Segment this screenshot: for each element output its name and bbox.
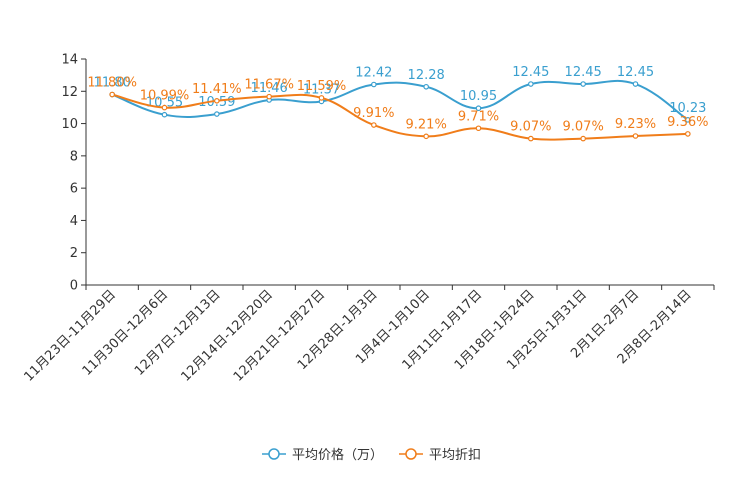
data-point[interactable] — [423, 133, 429, 140]
x-axis: 11月23日-11月29日11月30日-12月6日12月7日-12月13日12月… — [22, 284, 715, 385]
data-point[interactable] — [214, 111, 220, 117]
y-tick-label: 2 — [70, 246, 78, 261]
data-point[interactable] — [528, 81, 534, 87]
data-label: 9.71% — [458, 109, 499, 124]
x-tick-label: 12月14日-12月20日 — [179, 287, 276, 384]
data-point[interactable] — [580, 135, 586, 142]
data-label: 11.80% — [87, 76, 137, 91]
legend-marker-icon — [405, 448, 417, 460]
series-1: 11.8010.5510.5911.4611.3712.4212.2810.95… — [94, 65, 706, 123]
data-label: 11.37 — [303, 82, 340, 97]
legend-marker-icon — [268, 448, 280, 460]
legend-item-2[interactable]: 平均折扣 — [399, 448, 481, 463]
data-label: 11.59% — [297, 79, 347, 94]
y-tick-label: 0 — [70, 279, 78, 294]
data-label: 9.07% — [563, 120, 604, 135]
data-label: 11.67% — [244, 78, 294, 93]
data-point[interactable] — [632, 133, 639, 139]
data-point[interactable] — [318, 95, 325, 101]
y-tick-label: 14 — [61, 53, 78, 68]
data-point[interactable] — [161, 104, 168, 111]
legend-label: 平均折扣 — [429, 448, 481, 463]
data-label: 10.23 — [669, 101, 706, 116]
legend: 平均价格（万） 平均折扣 — [262, 447, 481, 463]
data-label: 11.80 — [94, 76, 131, 91]
data-label: 12.45 — [565, 65, 602, 80]
series-line — [111, 93, 688, 141]
series-2: 11.80%10.99% 11.41% 11.67% 11.59% 9.91% 9.21%… — [87, 76, 708, 142]
data-label: 9.36% — [667, 115, 708, 130]
y-tick-label: 4 — [70, 214, 78, 229]
data-point[interactable] — [109, 91, 115, 98]
data-label: 9.07% — [510, 120, 551, 135]
data-label: 9.21% — [406, 117, 447, 132]
data-point[interactable] — [685, 131, 691, 137]
data-point[interactable] — [371, 122, 377, 128]
y-axis: 0 2 4 6 8 10 12 14 — [61, 53, 87, 294]
y-tick-label: 8 — [70, 149, 78, 164]
data-label: 12.42 — [355, 66, 392, 81]
data-label: 10.95 — [460, 89, 497, 104]
series-line — [111, 79, 689, 121]
data-label: 12.45 — [617, 65, 654, 80]
data-label: 9.23% — [615, 117, 656, 132]
data-point[interactable] — [214, 98, 220, 104]
data-point[interactable] — [528, 135, 534, 142]
data-label: 11.46 — [251, 81, 288, 96]
data-point[interactable] — [161, 111, 168, 118]
x-tick-label: 12月21日-12月27日 — [231, 287, 328, 384]
y-tick-label: 10 — [61, 117, 78, 132]
data-point[interactable] — [632, 81, 639, 87]
data-label: 10.99% — [140, 89, 190, 104]
data-label: 11.41% — [192, 82, 242, 97]
data-point[interactable] — [371, 81, 377, 88]
legend-label: 平均价格（万） — [292, 447, 383, 463]
data-point[interactable] — [685, 117, 691, 123]
y-tick-label: 6 — [70, 182, 78, 197]
data-point[interactable] — [580, 81, 586, 87]
y-tick-label: 12 — [61, 85, 78, 100]
data-label: 12.45 — [512, 65, 549, 80]
series-layer: 11.8010.5510.5911.4611.3712.4212.2810.95… — [87, 65, 708, 142]
x-tick-label: 11月23日-11月29日 — [22, 287, 119, 384]
legend-item-1[interactable]: 平均价格（万） — [262, 447, 383, 463]
data-point[interactable] — [423, 83, 429, 90]
data-label: 12.28 — [408, 68, 445, 83]
data-point[interactable] — [475, 105, 482, 112]
data-point[interactable] — [475, 125, 482, 132]
data-label: 9.91% — [353, 106, 394, 121]
data-point[interactable] — [266, 93, 272, 100]
